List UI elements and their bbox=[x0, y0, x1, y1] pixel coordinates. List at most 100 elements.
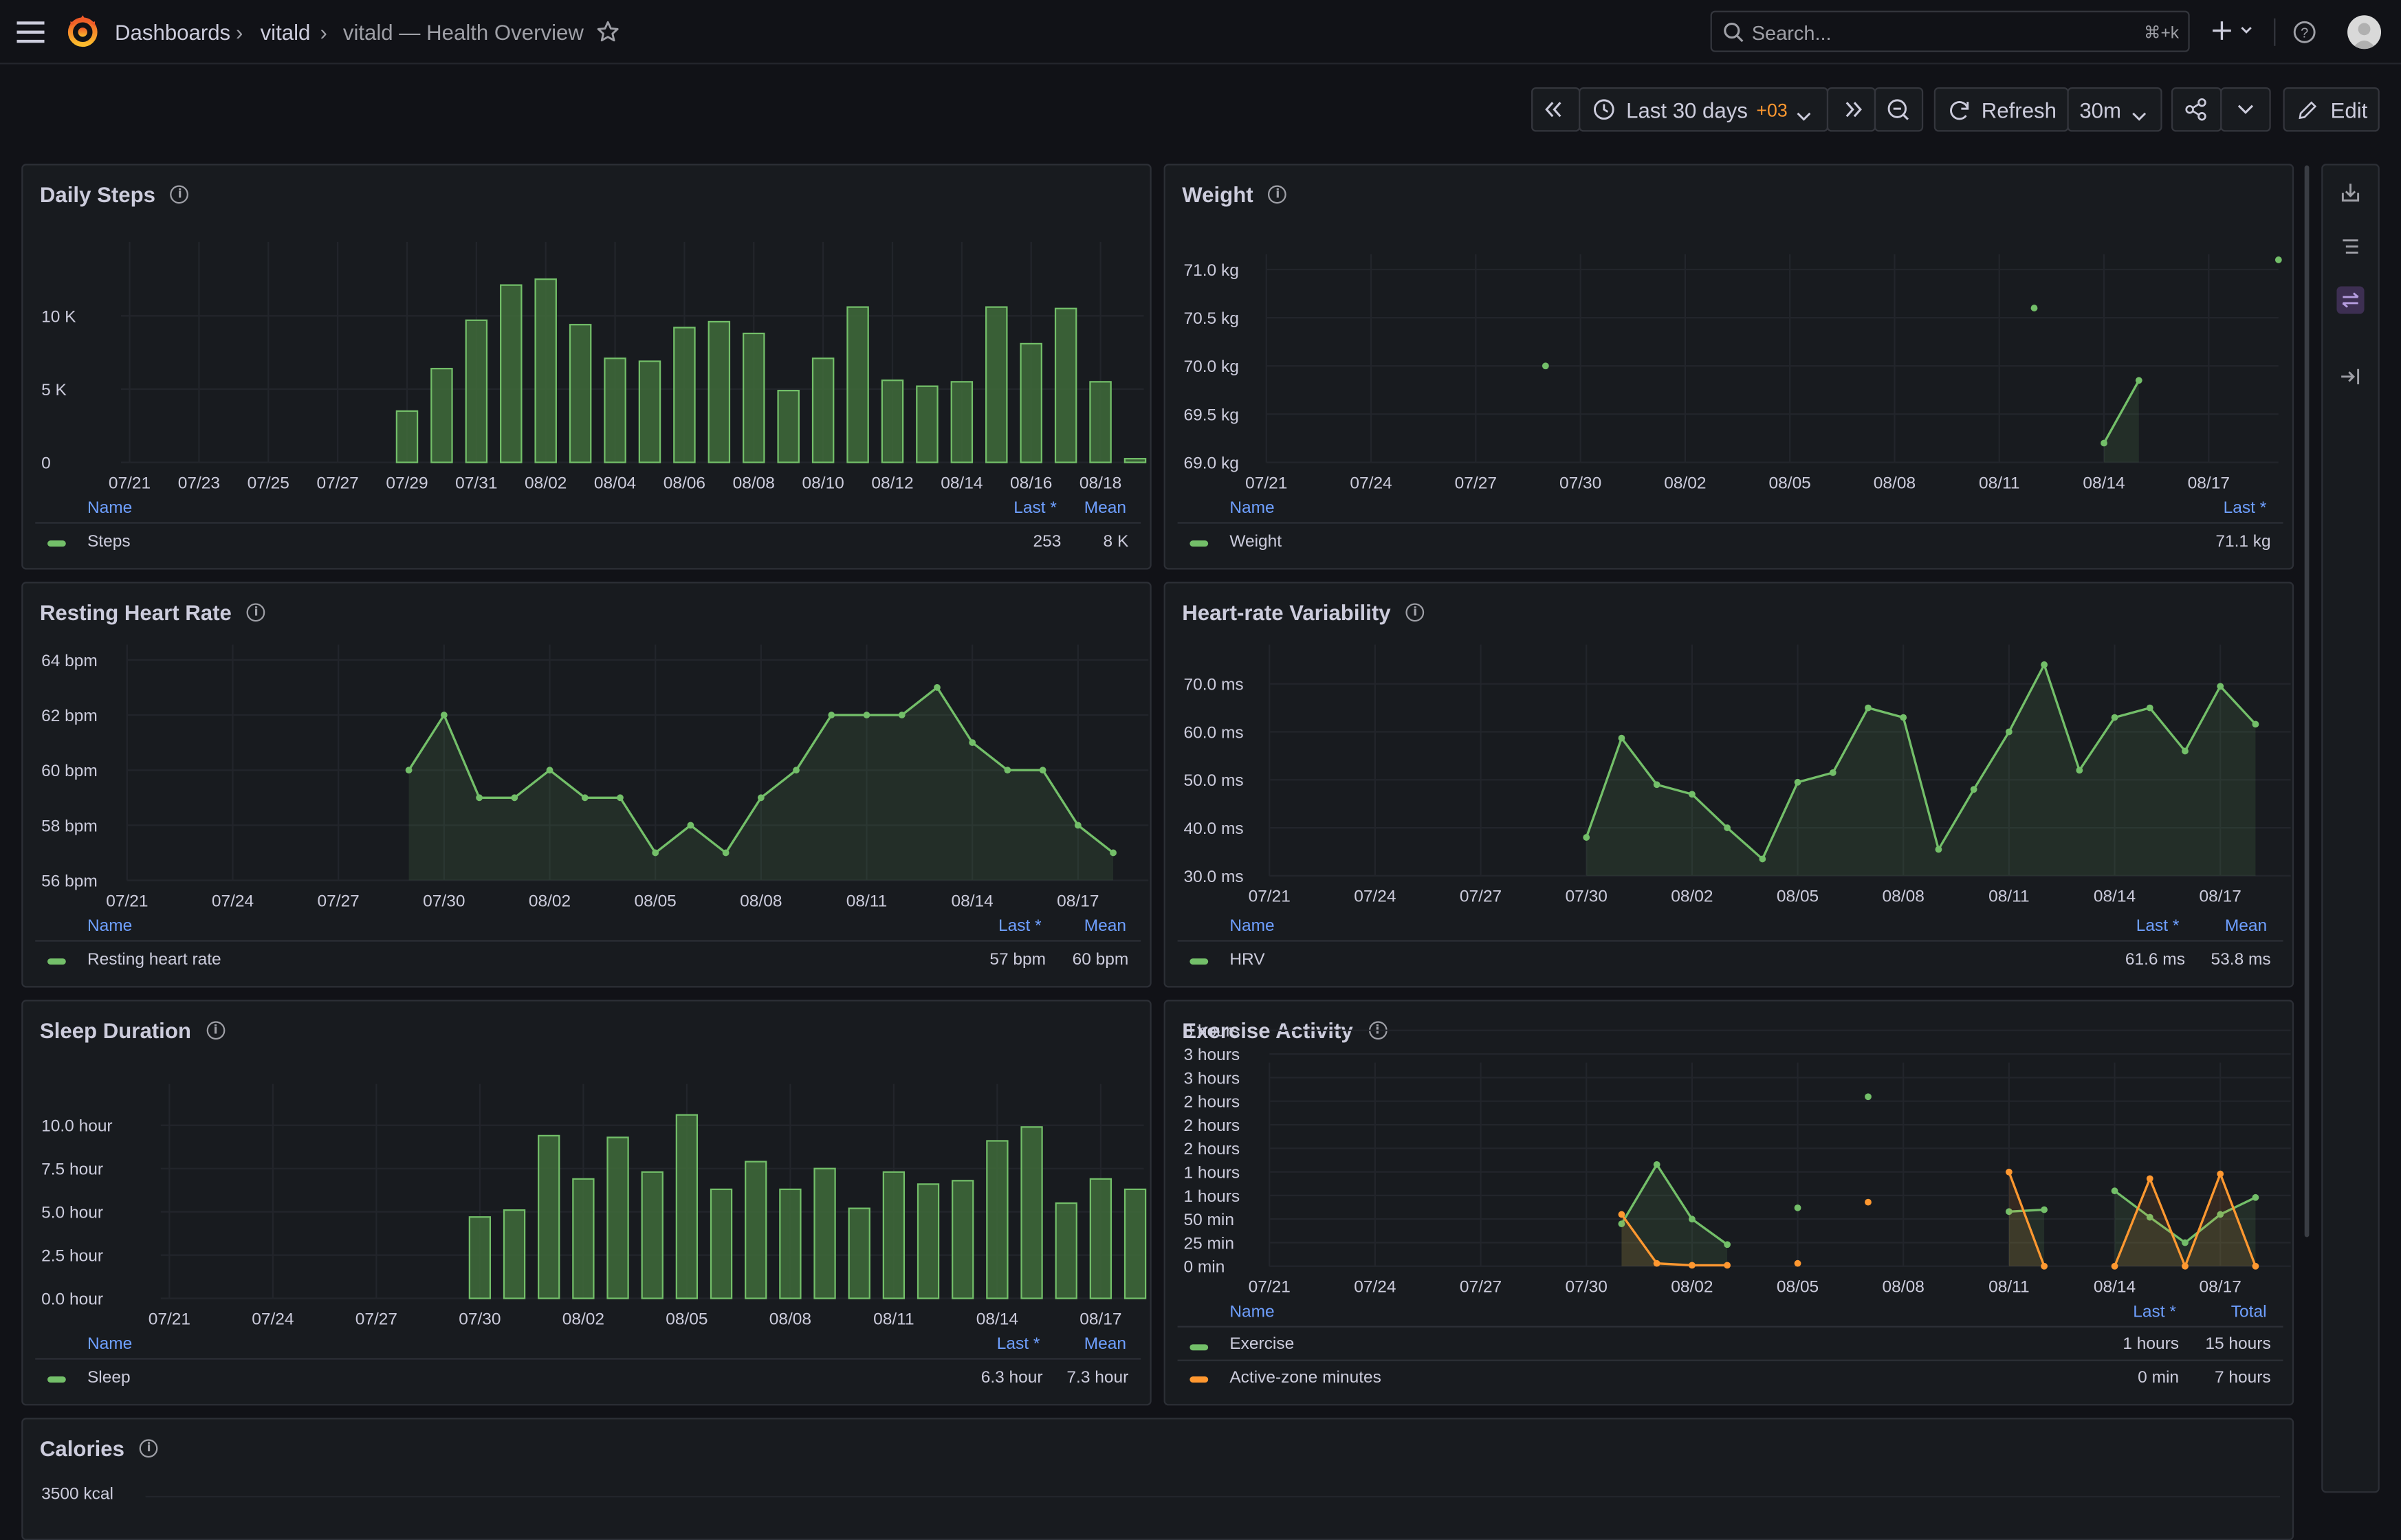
user-avatar[interactable] bbox=[2347, 15, 2382, 50]
legend-header-mean[interactable]: Mean bbox=[1084, 499, 1127, 518]
info-icon[interactable]: i bbox=[206, 1022, 225, 1040]
legend-series-active-zone[interactable]: Active-zone minutes bbox=[1229, 1368, 1381, 1387]
y-tick-label: 0 bbox=[41, 454, 51, 472]
refresh-label: Refresh bbox=[1981, 98, 2057, 123]
legend-series-weight[interactable]: Weight bbox=[1229, 533, 1282, 551]
grafana-logo-icon[interactable] bbox=[66, 14, 100, 47]
data-point bbox=[546, 767, 553, 774]
info-icon[interactable]: i bbox=[247, 604, 265, 622]
zoom-out-button[interactable] bbox=[1874, 87, 1924, 132]
refresh-button[interactable]: Refresh bbox=[1933, 87, 2069, 132]
panel-resting-heart-rate[interactable]: Resting Heart Rate i 56 bpm 58 bpm 60 bpm 62… bbox=[21, 582, 1152, 988]
dock-icon[interactable] bbox=[2336, 363, 2364, 390]
right-sidebar bbox=[2321, 164, 2380, 1493]
y-tick-label: 50 min bbox=[1184, 1211, 1234, 1229]
legend-header-name[interactable]: Name bbox=[87, 499, 133, 518]
refresh-interval-picker[interactable]: 30m bbox=[2067, 87, 2162, 132]
legend-value-last: 6.3 hour bbox=[980, 1368, 1043, 1387]
legend-series-steps[interactable]: Steps bbox=[87, 533, 131, 551]
legend-header-last[interactable]: Last * bbox=[2136, 916, 2180, 936]
time-shift-forward-button[interactable] bbox=[1826, 87, 1876, 132]
edit-button[interactable]: Edit bbox=[2283, 87, 2380, 132]
panel-weight[interactable]: Weight i 69.0 kg 69.5 kg 70.0 kg 70.5 kg 71.0… bbox=[1163, 164, 2294, 570]
legend-series-rhr[interactable]: Resting heart rate bbox=[87, 950, 221, 969]
panel-hrv[interactable]: Heart-rate Variability i 30.0 ms 40.0 ms 50… bbox=[1163, 582, 2294, 988]
share-options-button[interactable] bbox=[2220, 87, 2271, 132]
y-tick-label: 70.0 kg bbox=[1184, 358, 1239, 376]
legend-header-name[interactable]: Name bbox=[1229, 499, 1275, 518]
switch-icon[interactable] bbox=[2336, 286, 2365, 314]
y-tick-label: 56 bpm bbox=[41, 872, 98, 890]
panel-sleep-duration[interactable]: Sleep Duration i 0.0 hour 2.5 hour 5.0 hour… bbox=[21, 1000, 1152, 1406]
data-point bbox=[1688, 1216, 1696, 1223]
panel-daily-steps[interactable]: Daily Steps i 0 5 K 10 K 07/21 07/23 07/25 07/2… bbox=[21, 164, 1152, 570]
info-icon[interactable]: i bbox=[1405, 604, 1425, 622]
time-shift-back-button[interactable] bbox=[1531, 87, 1581, 132]
info-icon[interactable]: i bbox=[171, 186, 190, 204]
legend-header-name[interactable]: Name bbox=[87, 916, 133, 936]
data-point bbox=[1688, 791, 1696, 798]
breadcrumb-vitald[interactable]: vitald bbox=[260, 19, 311, 45]
legend-swatch-exercise[interactable] bbox=[1189, 1344, 1209, 1351]
x-tick-label: 07/27 bbox=[355, 1310, 397, 1328]
bar bbox=[986, 1140, 1009, 1299]
x-tick-label: 07/27 bbox=[1460, 1278, 1502, 1297]
y-tick-label: 5.0 hour bbox=[41, 1204, 103, 1222]
x-tick-label: 07/24 bbox=[1350, 474, 1392, 492]
legend-header-mean[interactable]: Mean bbox=[1084, 1334, 1127, 1354]
info-icon[interactable]: i bbox=[1268, 186, 1287, 204]
y-tick-label: 0 min bbox=[1184, 1258, 1225, 1277]
search-input[interactable]: Search... ⌘+k bbox=[1710, 10, 2190, 52]
bar bbox=[675, 1114, 699, 1299]
series-line bbox=[1620, 1162, 1729, 1246]
add-new-button[interactable] bbox=[2211, 16, 2257, 47]
pencil-icon bbox=[2297, 100, 2318, 121]
y-tick-label: 2 hours bbox=[1184, 1116, 1240, 1135]
outline-icon[interactable] bbox=[2336, 233, 2364, 261]
x-tick-label: 07/30 bbox=[1559, 474, 1601, 492]
legend-series-hrv[interactable]: HRV bbox=[1229, 950, 1265, 969]
legend-swatch-sleep[interactable] bbox=[47, 1376, 66, 1383]
x-tick-label: 07/21 bbox=[106, 892, 148, 910]
bar bbox=[638, 360, 661, 463]
legend-header-last[interactable]: Last * bbox=[996, 1334, 1040, 1354]
x-tick-label: 08/04 bbox=[594, 474, 636, 492]
legend-swatch-hrv[interactable] bbox=[1189, 958, 1209, 965]
bar bbox=[468, 1216, 492, 1299]
legend-series-sleep[interactable]: Sleep bbox=[87, 1368, 131, 1387]
legend-series-exercise[interactable]: Exercise bbox=[1229, 1334, 1295, 1354]
legend-header-name[interactable]: Name bbox=[1229, 916, 1275, 936]
legend-header-last[interactable]: Last * bbox=[2223, 499, 2267, 518]
gridline bbox=[145, 1495, 2281, 1498]
legend-header-last[interactable]: Last * bbox=[998, 916, 1042, 936]
share-button[interactable] bbox=[2171, 87, 2222, 132]
legend-swatch-steps[interactable] bbox=[47, 540, 66, 547]
legend-header-name[interactable]: Name bbox=[1229, 1303, 1275, 1321]
bar bbox=[950, 381, 974, 463]
help-icon[interactable]: ? bbox=[2292, 20, 2317, 45]
menu-icon[interactable] bbox=[17, 21, 45, 43]
x-tick-label: 07/27 bbox=[1455, 474, 1497, 492]
legend-header-total[interactable]: Total bbox=[2230, 1303, 2267, 1321]
bar bbox=[503, 1209, 526, 1299]
time-range-picker[interactable]: Last 30 days +03 bbox=[1579, 87, 1829, 132]
legend-header-mean[interactable]: Mean bbox=[2224, 916, 2268, 936]
legend-swatch-weight[interactable] bbox=[1189, 540, 1209, 547]
y-tick-label: 1 hours bbox=[1184, 1163, 1240, 1182]
legend-header-last[interactable]: Last * bbox=[2133, 1303, 2176, 1321]
legend-swatch-rhr[interactable] bbox=[47, 958, 66, 965]
breadcrumb-dashboards[interactable]: Dashboards bbox=[115, 19, 231, 45]
star-icon[interactable] bbox=[595, 20, 620, 45]
info-icon[interactable]: i bbox=[140, 1440, 158, 1458]
panel-calories[interactable]: Calories i 3500 kcal bbox=[21, 1418, 2294, 1540]
scrollbar[interactable] bbox=[2304, 165, 2310, 1238]
legend-swatch-active-zone[interactable] bbox=[1189, 1376, 1209, 1383]
download-icon[interactable] bbox=[2336, 179, 2364, 207]
legend-value-last: 61.6 ms bbox=[2125, 950, 2185, 969]
x-tick-label: 08/05 bbox=[635, 892, 677, 910]
legend-header-last[interactable]: Last * bbox=[1013, 499, 1057, 518]
legend-header-name[interactable]: Name bbox=[87, 1334, 133, 1354]
legend-header-mean[interactable]: Mean bbox=[1084, 916, 1127, 936]
data-point bbox=[1724, 1241, 1731, 1248]
